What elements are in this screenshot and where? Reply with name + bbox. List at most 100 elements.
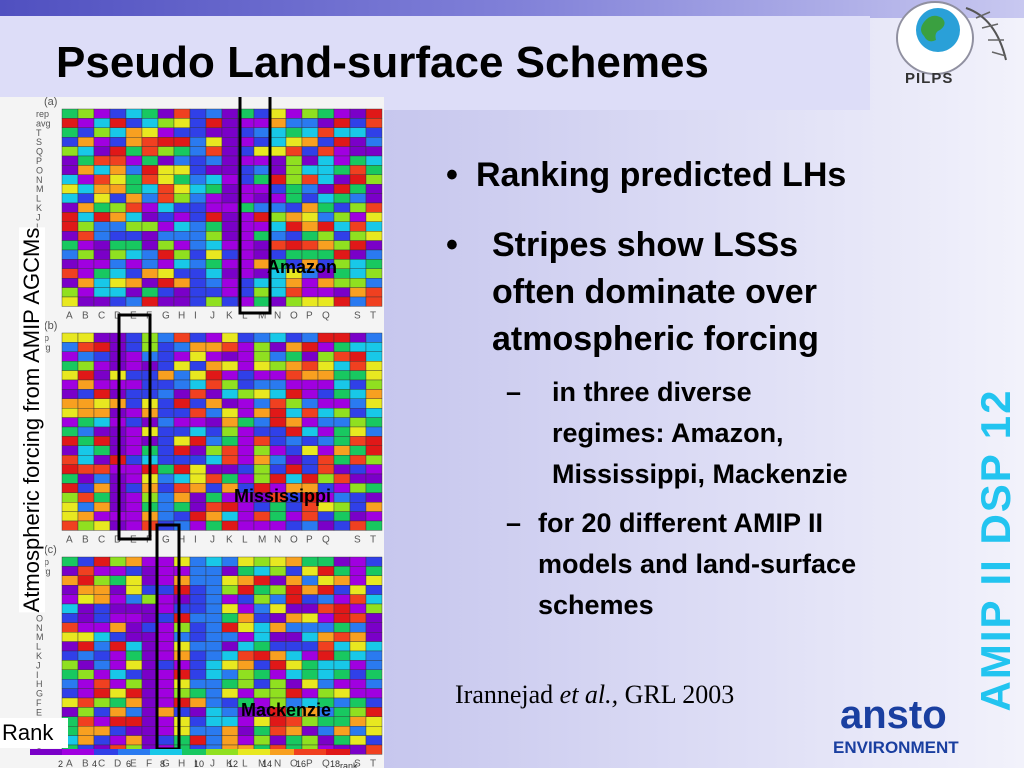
heatmap-cell (189, 389, 207, 399)
heatmap-cell (205, 389, 223, 399)
heatmap-cell (61, 287, 79, 298)
row-label: J (36, 212, 41, 222)
heatmap-cell (205, 502, 223, 512)
heatmap-cell (77, 202, 95, 213)
heatmap-cell (157, 707, 175, 718)
heatmap-cell (333, 679, 351, 689)
heatmap-cell (189, 632, 207, 642)
heatmap-cell (77, 660, 95, 671)
heatmap-cell (173, 240, 191, 251)
heatmap-cell (285, 735, 303, 746)
heatmap-cell (93, 707, 111, 718)
heatmap-cell (301, 137, 319, 147)
heatmap-cell (269, 332, 287, 343)
heatmap-cell (269, 202, 287, 213)
heatmap-cell (189, 379, 207, 390)
heatmap-cell (365, 445, 383, 456)
heatmap-cell (253, 445, 271, 456)
heatmap-cell (333, 155, 351, 166)
heatmap-cell (125, 351, 143, 362)
heatmap-cell (365, 594, 383, 605)
heatmap-cell (93, 492, 111, 503)
heatmap-cell (189, 707, 207, 718)
heatmap-cell (317, 389, 335, 399)
sub-bullet-line: models and land-surface (538, 549, 857, 579)
heatmap-cell (365, 464, 383, 475)
heatmap-cell (93, 230, 111, 241)
col-label: P (306, 534, 313, 545)
heatmap-cell (365, 679, 383, 689)
heatmap-cell (189, 230, 207, 241)
heatmap-cell (109, 146, 127, 157)
heatmap-cell (205, 445, 223, 456)
heatmap-cell (61, 230, 79, 241)
scale-swatch (94, 749, 102, 755)
heatmap-cell (301, 566, 319, 576)
heatmap-cell (141, 108, 159, 119)
heatmap-cell (109, 735, 127, 746)
heatmap-cell (285, 108, 303, 119)
heatmap-cell (157, 688, 175, 699)
heatmap-cell (141, 268, 159, 279)
heatmap-cell (77, 622, 95, 633)
heatmap-cell (301, 118, 319, 128)
heatmap-cell (333, 594, 351, 605)
heatmap-cell (365, 426, 383, 437)
heatmap-cell (109, 240, 127, 251)
heatmap-cell (189, 445, 207, 456)
heatmap-cell (285, 351, 303, 362)
ansto-sub-text: ENVIRONMENT (833, 738, 959, 757)
heatmap-cell (173, 183, 191, 194)
col-label: I (194, 534, 197, 545)
heatmap-cell (253, 165, 271, 176)
heatmap-cell (157, 483, 175, 493)
heatmap-cell (349, 287, 367, 298)
heatmap-cell (205, 707, 223, 718)
heatmap-cell (93, 268, 111, 279)
heatmap-cell (253, 277, 271, 288)
heatmap-cell (269, 137, 287, 147)
heatmap-cell (109, 118, 127, 128)
heatmap-cell (221, 641, 239, 652)
heatmap-cell (365, 520, 383, 531)
heatmap-cell (157, 660, 175, 671)
heatmap-cell (333, 669, 351, 680)
heatmap-cell (301, 277, 319, 288)
heatmap-cell (365, 735, 383, 746)
bullet-stripes: • Stripes show LSSs often dominate over … (446, 222, 819, 358)
heatmap-cell (365, 455, 383, 465)
heatmap-cell (365, 379, 383, 390)
heatmap-cell (157, 146, 175, 157)
heatmap-cell (157, 389, 175, 399)
heatmap-cell (189, 137, 207, 147)
heatmap-cell (77, 230, 95, 241)
heatmap-cell (61, 118, 79, 128)
heatmap-cell (317, 174, 335, 185)
scale-swatch (222, 749, 230, 755)
heatmap-cell (365, 240, 383, 251)
heatmap-cell (301, 361, 319, 371)
heatmap-cell (189, 361, 207, 371)
col-label: M (258, 534, 266, 545)
heatmap-cell (253, 603, 271, 614)
heatmap-cell (205, 259, 223, 269)
title-box (0, 16, 870, 110)
heatmap-cell (125, 585, 143, 595)
heatmap-cell (269, 669, 287, 680)
heatmap-cell (253, 361, 271, 371)
heatmap-cell (157, 155, 175, 166)
heatmap-cell (157, 726, 175, 736)
heatmap-cell (285, 520, 303, 531)
heatmap-cell (285, 632, 303, 642)
heatmap-cell (285, 566, 303, 576)
heatmap-cell (301, 212, 319, 223)
heatmap-cell (333, 118, 351, 128)
col-label: G (162, 534, 170, 545)
heatmap-cell (141, 183, 159, 194)
heatmap-cell (221, 202, 239, 213)
heatmap-cell (221, 679, 239, 689)
heatmap-cell (221, 398, 239, 409)
heatmap-cell (157, 259, 175, 269)
heatmap-cell (221, 660, 239, 671)
heatmap-cell (253, 193, 271, 204)
